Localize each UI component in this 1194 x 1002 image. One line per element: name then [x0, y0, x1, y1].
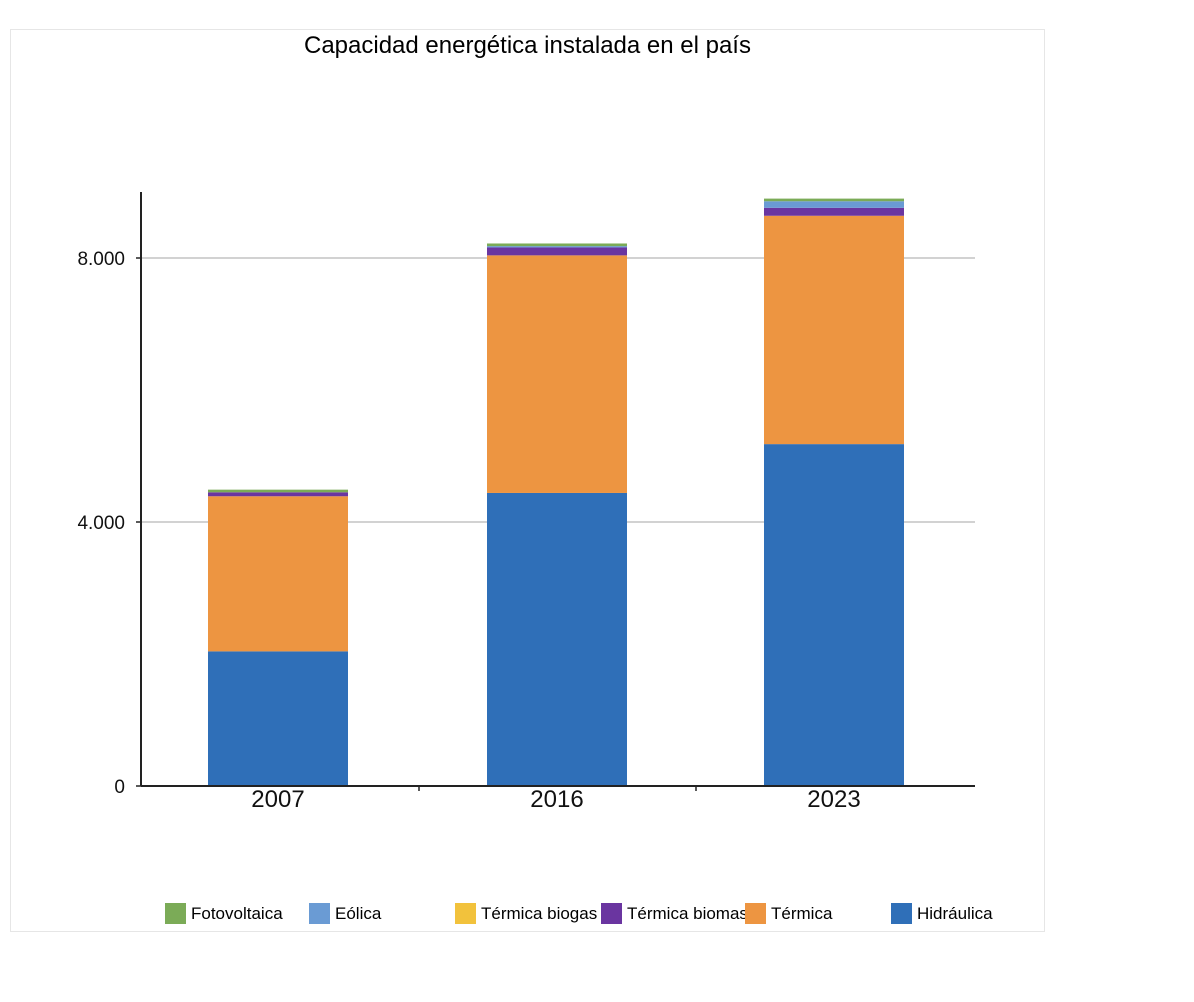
legend-swatch — [891, 903, 912, 924]
y-tick-label: 8.000 — [77, 249, 125, 270]
legend-swatch — [165, 903, 186, 924]
legend-label: Fotovoltaica — [191, 904, 283, 923]
bar-2007-hidráulica — [208, 651, 348, 786]
legend-label: Eólica — [335, 904, 382, 923]
legend-label: Térmica — [771, 904, 833, 923]
bar-2007-térmica — [208, 496, 348, 652]
tick-labels: 0 4.000 8.000 2007 2016 2023 — [77, 249, 860, 813]
x-tick-label: 2023 — [807, 786, 860, 813]
chart-title: Capacidad energética instalada en el paí… — [304, 32, 751, 59]
bar-2007-térmica-biomasa — [208, 492, 348, 497]
legend-label: Térmica biogas — [481, 904, 598, 923]
axes — [136, 192, 975, 791]
bar-2016-térmica-biomasa — [487, 247, 627, 256]
legend-label: Hidráulica — [917, 904, 993, 923]
bar-2023-térmica — [764, 215, 904, 445]
legend-swatch — [745, 903, 766, 924]
legend-label: Térmica biomasa — [627, 904, 758, 923]
bar-2016-eólica — [487, 246, 627, 248]
y-tick-label: 4.000 — [77, 513, 125, 534]
y-tick-label: 0 — [114, 777, 125, 798]
bar-2023-térmica-biomasa — [764, 207, 904, 216]
x-tick-label: 2016 — [530, 786, 583, 813]
legend-swatch — [601, 903, 622, 924]
bar-2016-fotovoltaica — [487, 243, 627, 247]
bar-2023-fotovoltaica — [764, 198, 904, 202]
bar-2016-térmica — [487, 255, 627, 493]
bar-2023-hidráulica — [764, 444, 904, 786]
bar-2007-fotovoltaica — [208, 489, 348, 493]
legend-swatch — [309, 903, 330, 924]
legend-swatch — [455, 903, 476, 924]
bars — [208, 198, 904, 786]
x-tick-label: 2007 — [251, 786, 304, 813]
bar-2016-hidráulica — [487, 492, 627, 786]
bar-2023-eólica — [764, 201, 904, 208]
